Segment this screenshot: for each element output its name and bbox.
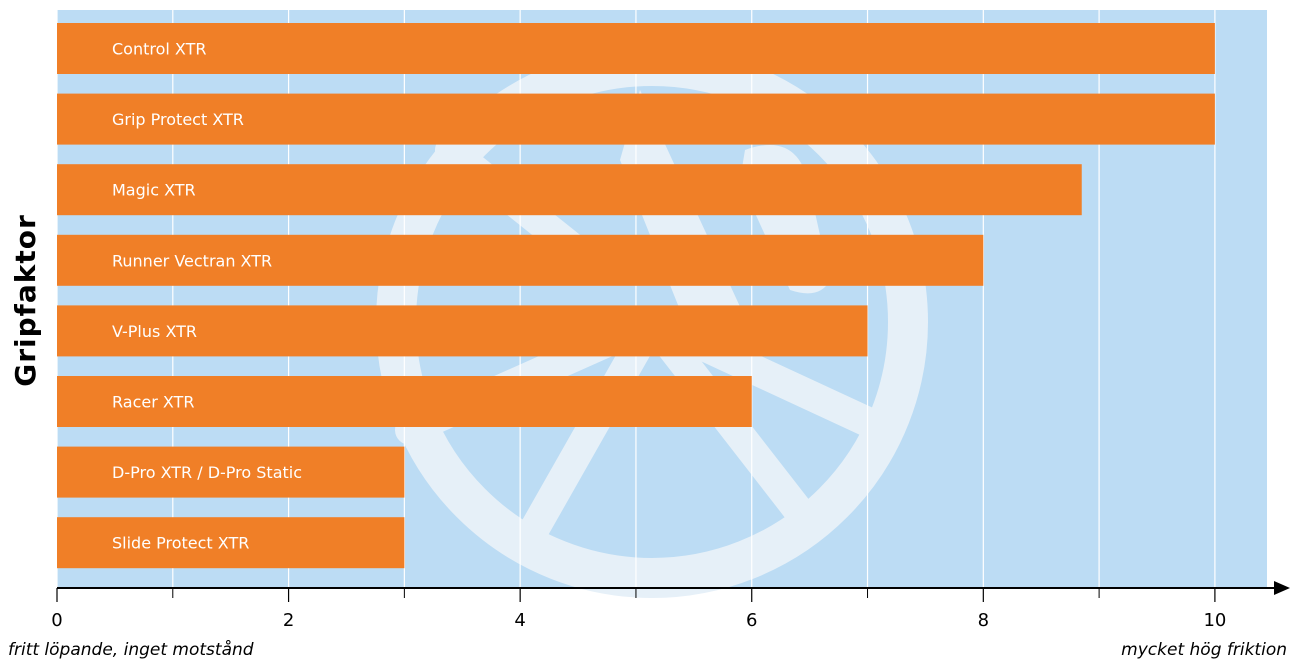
x-tick-label: 0 <box>51 610 62 631</box>
bar-label: D-Pro XTR / D-Pro Static <box>112 463 302 482</box>
y-axis-label-text: Gripfaktor <box>8 213 42 387</box>
x-axis-ticks: 0 2 4 6 8 10 <box>51 588 1226 631</box>
bar-label: Grip Protect XTR <box>112 110 244 129</box>
bar-label: V-Plus XTR <box>112 322 197 341</box>
bar <box>57 446 405 498</box>
bar-label: Control XTR <box>112 40 207 59</box>
x-tick-label: 2 <box>283 610 294 631</box>
bar <box>57 376 752 427</box>
x-tick-label: 4 <box>514 610 525 631</box>
x-axis-arrow-icon <box>1274 581 1290 595</box>
bar <box>57 234 984 286</box>
bar-series <box>57 23 1215 569</box>
bar <box>57 305 868 357</box>
bar-label: Slide Protect XTR <box>112 534 249 553</box>
x-axis-note-left: fritt löpande, inget motstånd <box>8 640 254 660</box>
bar-label: Runner Vectran XTR <box>112 251 272 270</box>
x-tick-label: 6 <box>746 610 757 631</box>
x-tick-label: 8 <box>978 610 989 631</box>
bar <box>57 93 1215 145</box>
bar-label: Racer XTR <box>112 393 194 412</box>
bar <box>57 23 1215 74</box>
bar-labels: Control XTR Grip Protect XTR Magic XTR Runn… <box>112 40 302 553</box>
bar-label: Magic XTR <box>112 181 196 200</box>
x-axis-note-right: mycket hög friktion <box>1121 640 1287 660</box>
y-axis-label: Gripfaktor <box>0 0 50 600</box>
bar <box>57 517 405 569</box>
bar <box>57 164 1082 216</box>
x-tick-label: 10 <box>1203 610 1226 631</box>
